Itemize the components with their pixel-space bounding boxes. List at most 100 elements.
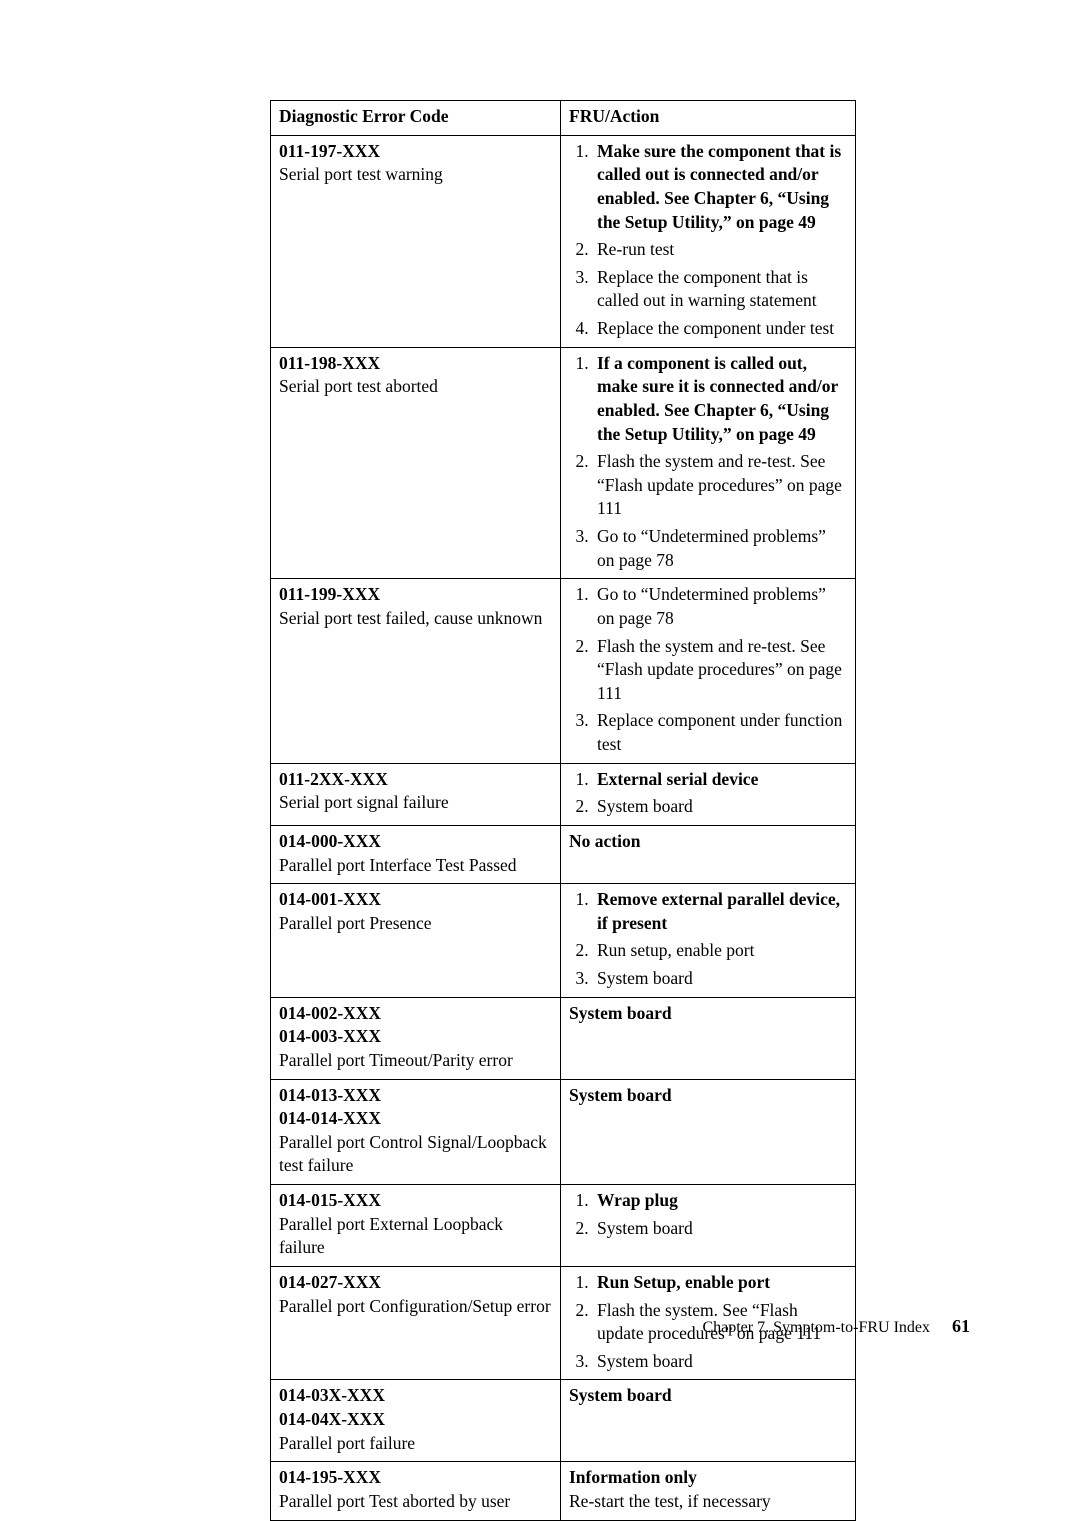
action-item: Replace the component that is called out… bbox=[593, 266, 847, 313]
action-item: If a component is called out, make sure … bbox=[593, 352, 847, 447]
error-description: Serial port test warning bbox=[279, 163, 552, 187]
action-list: If a component is called out, make sure … bbox=[569, 352, 847, 573]
action-list: Make sure the component that is called o… bbox=[569, 140, 847, 341]
table-row: 011-2XX-XXXSerial port signal failureExt… bbox=[271, 763, 856, 825]
table-row: 014-03X-XXX014-04X-XXXParallel port fail… bbox=[271, 1380, 856, 1462]
error-code-cell: 014-002-XXX014-003-XXXParallel port Time… bbox=[271, 997, 561, 1079]
action-text: System board bbox=[569, 1384, 847, 1408]
error-description: Parallel port Interface Test Passed bbox=[279, 854, 552, 878]
page-footer: Chapter 7. Symptom-to-FRU Index 61 bbox=[702, 1314, 970, 1339]
action-item: System board bbox=[593, 1350, 847, 1374]
table-row: 011-198-XXXSerial port test aborted If a … bbox=[271, 347, 856, 579]
footer-page-number: 61 bbox=[952, 1316, 970, 1336]
error-code-cell: 014-195-XXXParallel port Test aborted by… bbox=[271, 1462, 561, 1520]
error-code: 014-027-XXX bbox=[279, 1271, 552, 1295]
error-code-cell: 011-199-XXXSerial port test failed, caus… bbox=[271, 579, 561, 763]
error-description: Parallel port Configuration/Setup error bbox=[279, 1295, 552, 1319]
error-code: 014-000-XXX bbox=[279, 830, 552, 854]
fru-action-cell: Information onlyRe-start the test, if ne… bbox=[561, 1462, 856, 1520]
error-code: 014-015-XXX bbox=[279, 1189, 552, 1213]
action-item: Run Setup, enable port bbox=[593, 1271, 847, 1295]
error-code: 011-197-XXX bbox=[279, 140, 552, 164]
error-code-cell: 011-2XX-XXXSerial port signal failure bbox=[271, 763, 561, 825]
table-row: 014-000-XXXParallel port Interface Test … bbox=[271, 825, 856, 883]
error-code: 014-002-XXX bbox=[279, 1002, 552, 1026]
table-header-row: Diagnostic Error Code FRU/Action bbox=[271, 101, 856, 136]
action-item: Replace the component under test bbox=[593, 317, 847, 341]
fru-action-cell: System board bbox=[561, 1079, 856, 1185]
error-description: Parallel port failure bbox=[279, 1432, 552, 1456]
footer-chapter: Chapter 7. Symptom-to-FRU Index bbox=[702, 1319, 930, 1336]
error-description: Serial port test failed, cause unknown bbox=[279, 607, 552, 631]
action-item: Go to “Undetermined problems” on page 78 bbox=[593, 525, 847, 572]
error-code-cell: 014-03X-XXX014-04X-XXXParallel port fail… bbox=[271, 1380, 561, 1462]
table-row: 014-002-XXX014-003-XXXParallel port Time… bbox=[271, 997, 856, 1079]
table-row: 011-199-XXXSerial port test failed, caus… bbox=[271, 579, 856, 763]
action-text: System board bbox=[569, 1002, 847, 1026]
fru-action-cell: Go to “Undetermined problems” on page 78… bbox=[561, 579, 856, 763]
action-item: Remove external parallel device, if pres… bbox=[593, 888, 847, 935]
error-description: Parallel port External Loopback failure bbox=[279, 1213, 552, 1260]
fru-action-cell: Remove external parallel device, if pres… bbox=[561, 884, 856, 998]
col-header-error-code: Diagnostic Error Code bbox=[271, 101, 561, 136]
error-code: 014-001-XXX bbox=[279, 888, 552, 912]
action-item: Re-run test bbox=[593, 238, 847, 262]
error-code: 014-03X-XXX bbox=[279, 1384, 552, 1408]
action-item: Replace component under function test bbox=[593, 709, 847, 756]
error-code: 011-2XX-XXX bbox=[279, 768, 552, 792]
action-list: External serial device System board bbox=[569, 768, 847, 819]
action-list: Wrap plug System board bbox=[569, 1189, 847, 1240]
error-code: 011-198-XXX bbox=[279, 352, 552, 376]
error-code: 011-199-XXX bbox=[279, 583, 552, 607]
action-text-bold: Information only bbox=[569, 1466, 847, 1490]
error-code: 014-013-XXX bbox=[279, 1084, 552, 1108]
fru-action-cell: System board bbox=[561, 1380, 856, 1462]
action-text: System board bbox=[569, 1084, 847, 1108]
action-item: Wrap plug bbox=[593, 1189, 847, 1213]
fru-action-cell: No action bbox=[561, 825, 856, 883]
error-description: Parallel port Timeout/Parity error bbox=[279, 1049, 552, 1073]
error-code-cell: 014-013-XXX014-014-XXXParallel port Cont… bbox=[271, 1079, 561, 1185]
action-item: System board bbox=[593, 967, 847, 991]
error-code: 014-195-XXX bbox=[279, 1466, 552, 1490]
action-item: Make sure the component that is called o… bbox=[593, 140, 847, 235]
table-row: 014-015-XXXParallel port External Loopba… bbox=[271, 1185, 856, 1267]
error-code-cell: 011-198-XXXSerial port test aborted bbox=[271, 347, 561, 579]
error-code-cell: 014-000-XXXParallel port Interface Test … bbox=[271, 825, 561, 883]
error-code: 014-003-XXX bbox=[279, 1025, 552, 1049]
error-description: Parallel port Control Signal/Loopback te… bbox=[279, 1131, 552, 1178]
table-row: 014-195-XXXParallel port Test aborted by… bbox=[271, 1462, 856, 1520]
action-item: External serial device bbox=[593, 768, 847, 792]
error-code: 014-014-XXX bbox=[279, 1107, 552, 1131]
diagnostic-error-table: Diagnostic Error Code FRU/Action 011-197… bbox=[270, 100, 856, 1521]
fru-action-cell: Make sure the component that is called o… bbox=[561, 135, 856, 347]
error-code: 014-04X-XXX bbox=[279, 1408, 552, 1432]
document-page: Diagnostic Error Code FRU/Action 011-197… bbox=[0, 0, 1080, 1397]
action-item: Run setup, enable port bbox=[593, 939, 847, 963]
error-code-cell: 014-027-XXXParallel port Configuration/S… bbox=[271, 1266, 561, 1380]
action-item: System board bbox=[593, 795, 847, 819]
action-item: Flash the system and re-test. See “Flash… bbox=[593, 635, 847, 706]
action-text: Re-start the test, if necessary bbox=[569, 1490, 847, 1514]
action-list: Go to “Undetermined problems” on page 78… bbox=[569, 583, 847, 756]
fru-action-cell: External serial device System board bbox=[561, 763, 856, 825]
error-description: Serial port test aborted bbox=[279, 375, 552, 399]
fru-action-cell: System board bbox=[561, 997, 856, 1079]
action-text: No action bbox=[569, 830, 847, 854]
error-description: Serial port signal failure bbox=[279, 791, 552, 815]
action-item: Flash the system and re-test. See “Flash… bbox=[593, 450, 847, 521]
col-header-fru-action: FRU/Action bbox=[561, 101, 856, 136]
fru-action-cell: If a component is called out, make sure … bbox=[561, 347, 856, 579]
action-item: Go to “Undetermined problems” on page 78 bbox=[593, 583, 847, 630]
table-row: 014-001-XXXParallel port Presence Remove … bbox=[271, 884, 856, 998]
action-list: Remove external parallel device, if pres… bbox=[569, 888, 847, 991]
error-code-cell: 014-001-XXXParallel port Presence bbox=[271, 884, 561, 998]
fru-action-cell: Wrap plug System board bbox=[561, 1185, 856, 1267]
error-code-cell: 014-015-XXXParallel port External Loopba… bbox=[271, 1185, 561, 1267]
table-row: 014-013-XXX014-014-XXXParallel port Cont… bbox=[271, 1079, 856, 1185]
error-code-cell: 011-197-XXXSerial port test warning bbox=[271, 135, 561, 347]
action-item: System board bbox=[593, 1217, 847, 1241]
table-row: 011-197-XXXSerial port test warning Make … bbox=[271, 135, 856, 347]
error-description: Parallel port Presence bbox=[279, 912, 552, 936]
error-description: Parallel port Test aborted by user bbox=[279, 1490, 552, 1514]
